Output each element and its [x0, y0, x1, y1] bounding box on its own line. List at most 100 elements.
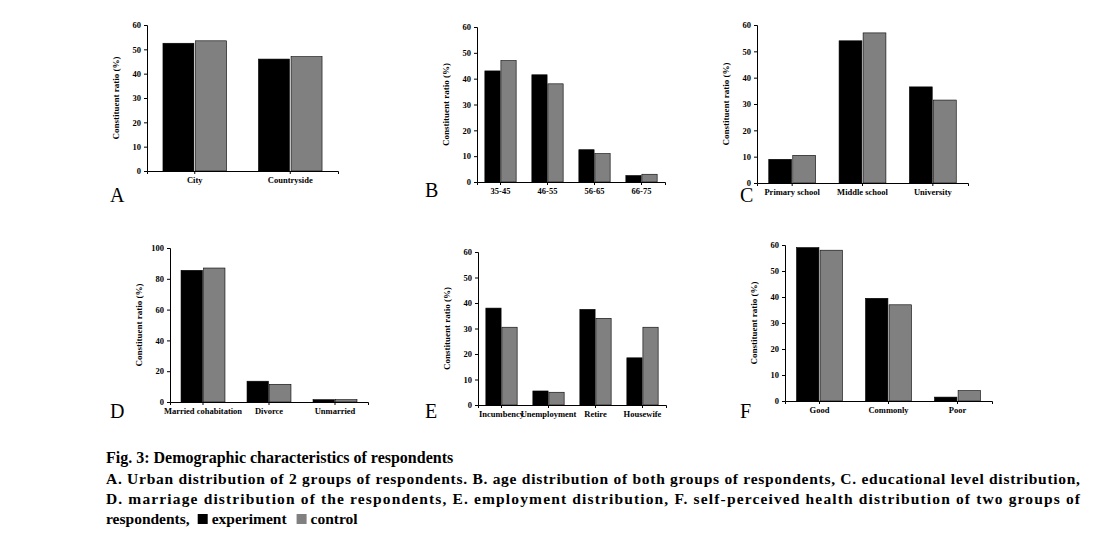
- bar: [548, 84, 563, 182]
- tick-mark: [754, 183, 757, 184]
- tick-label: 40: [464, 298, 473, 308]
- tick-mark: [475, 405, 478, 406]
- legend-label: control: [311, 510, 359, 527]
- tick-label: 100: [151, 243, 164, 253]
- tick-mark: [475, 278, 478, 279]
- tick-mark: [500, 182, 501, 185]
- bar: [863, 33, 886, 183]
- tick: 100: [151, 243, 170, 253]
- tick: Incumbency: [479, 405, 525, 419]
- tick-mark: [194, 171, 195, 174]
- tick-label: 40: [743, 73, 752, 83]
- bar: [532, 75, 547, 182]
- tick-mark: [642, 405, 643, 408]
- tick-mark: [144, 74, 147, 75]
- tick-mark: [167, 371, 170, 372]
- bar: [501, 61, 516, 182]
- tick-mark: [819, 401, 820, 404]
- caption: Fig. 3: Demographic characteristics of r…: [106, 449, 1081, 527]
- tick-mark: [290, 171, 291, 174]
- tick: 50: [771, 266, 786, 276]
- tick-mark: [167, 340, 170, 341]
- bar: [549, 392, 564, 405]
- tick: Commonly: [868, 401, 909, 415]
- panel: 010203040506035-4546-5556-6566-75Constit…: [425, 22, 666, 201]
- caption-line: D. marriage distribution of the responde…: [106, 490, 1081, 507]
- tick-mark: [595, 405, 596, 408]
- tick: 66-75: [632, 182, 652, 196]
- tick: 80: [156, 274, 171, 284]
- tick-label: 20: [156, 366, 165, 376]
- tick-mark: [782, 401, 785, 402]
- tick-mark: [782, 297, 785, 298]
- bar: [769, 159, 792, 183]
- tick-label: Countryside: [268, 175, 313, 185]
- y-axis: 0102030405060: [771, 240, 786, 406]
- tick-label: 50: [463, 48, 472, 58]
- tick: 20: [156, 366, 171, 376]
- tick: 35-45: [491, 182, 511, 196]
- tick-mark: [754, 51, 757, 52]
- tick-mark: [474, 105, 477, 106]
- tick-mark: [862, 183, 863, 186]
- tick-label: Middle school: [837, 187, 888, 197]
- tick: Unemployment: [521, 405, 577, 419]
- tick-label: 60: [133, 20, 142, 30]
- bar: [793, 155, 816, 183]
- tick-mark: [144, 147, 147, 148]
- axis-line: [782, 246, 786, 402]
- tick: 10: [743, 152, 758, 162]
- tick: 0: [137, 166, 147, 176]
- tick-label: 30: [743, 99, 752, 109]
- tick: University: [914, 183, 953, 197]
- tick-mark: [547, 182, 548, 185]
- bar: [204, 268, 225, 402]
- axis-title: Constituent ratio (%): [749, 282, 759, 365]
- bars: [485, 61, 657, 182]
- bar: [596, 318, 611, 405]
- tick-mark: [754, 130, 757, 131]
- y-axis: 0102030405060: [464, 247, 479, 410]
- tick-mark: [475, 380, 478, 381]
- tick-mark: [792, 183, 793, 186]
- tick: 30: [771, 318, 786, 328]
- tick-mark: [782, 349, 785, 350]
- tick: 20: [743, 126, 758, 136]
- tick: 20: [463, 126, 478, 136]
- tick-label: 30: [464, 324, 473, 334]
- bar: [866, 298, 888, 401]
- tick-mark: [754, 157, 757, 158]
- tick: Good: [810, 401, 830, 415]
- bar: [291, 57, 322, 171]
- tick-mark: [144, 49, 147, 50]
- axis-line: [171, 403, 369, 406]
- tick-mark: [501, 405, 502, 408]
- tick-mark: [754, 25, 757, 26]
- tick: 40: [463, 74, 478, 84]
- tick-label: 10: [771, 370, 780, 380]
- bar: [839, 41, 862, 183]
- tick-mark: [782, 271, 785, 272]
- axis-line: [167, 249, 171, 403]
- axis-title: Constituent ratio (%): [134, 284, 144, 367]
- tick-label: 80: [156, 274, 165, 284]
- bar: [626, 176, 641, 182]
- tick: 30: [133, 93, 148, 103]
- tick: 30: [463, 100, 478, 110]
- axis-line: [474, 28, 478, 183]
- tick-mark: [782, 245, 785, 246]
- panel: 0102030405060Primary schoolMiddle school…: [721, 20, 969, 206]
- tick: 60: [156, 305, 171, 315]
- axis-line: [478, 183, 666, 186]
- tick-label: 0: [468, 400, 472, 410]
- tick-mark: [957, 401, 958, 404]
- tick-mark: [474, 79, 477, 80]
- caption-line: respondents,: [106, 510, 190, 527]
- tick-mark: [144, 25, 147, 26]
- tick-mark: [474, 182, 477, 183]
- tick-label: 40: [463, 74, 472, 84]
- tick-label: 50: [771, 266, 780, 276]
- tick: 0: [775, 396, 785, 406]
- tick-mark: [641, 182, 642, 185]
- bar: [313, 400, 334, 402]
